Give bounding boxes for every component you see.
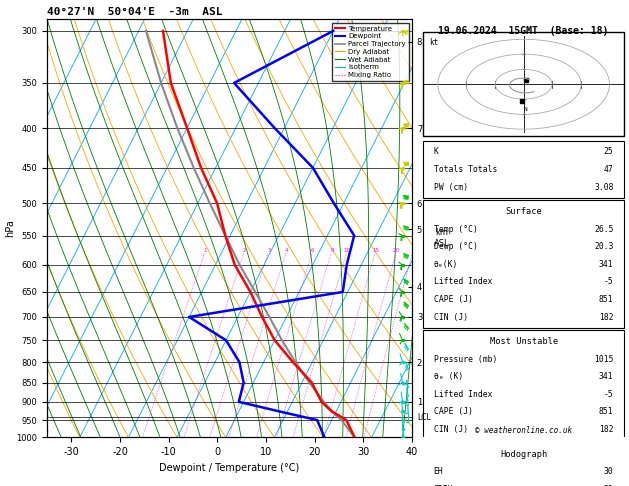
- Text: kt: kt: [430, 38, 439, 47]
- Text: 341: 341: [599, 372, 614, 382]
- Text: 182: 182: [599, 312, 614, 322]
- Text: Pressure (mb): Pressure (mb): [434, 355, 497, 364]
- Text: © weatheronline.co.uk: © weatheronline.co.uk: [475, 426, 572, 435]
- Text: 851: 851: [599, 295, 614, 304]
- Text: Totals Totals: Totals Totals: [434, 165, 497, 174]
- Legend: Temperature, Dewpoint, Parcel Trajectory, Dry Adiabat, Wet Adiabat, Isotherm, Mi: Temperature, Dewpoint, Parcel Trajectory…: [332, 23, 408, 81]
- Text: 1015: 1015: [594, 355, 614, 364]
- Text: Mixing Ratio (g/kg): Mixing Ratio (g/kg): [430, 226, 438, 298]
- Text: 20.3: 20.3: [594, 243, 614, 251]
- Text: 20: 20: [393, 248, 400, 253]
- Text: 26.5: 26.5: [594, 225, 614, 234]
- Text: -5: -5: [604, 390, 614, 399]
- Bar: [423, 140, 624, 198]
- Text: θₑ (K): θₑ (K): [434, 372, 463, 382]
- Text: 4: 4: [285, 248, 289, 253]
- Text: CAPE (J): CAPE (J): [434, 407, 473, 417]
- Text: N: N: [524, 107, 528, 112]
- Text: 182: 182: [599, 425, 614, 434]
- Bar: [423, 200, 624, 329]
- Text: 15: 15: [372, 248, 379, 253]
- Text: Lifted Index: Lifted Index: [434, 390, 493, 399]
- Y-axis label: km
ASL: km ASL: [434, 228, 450, 248]
- Text: -5: -5: [604, 278, 614, 286]
- Text: K: K: [434, 147, 438, 156]
- Text: θₑ(K): θₑ(K): [434, 260, 458, 269]
- Text: 341: 341: [599, 260, 614, 269]
- Text: SREH: SREH: [434, 485, 454, 486]
- Text: 19.06.2024  15GMT  (Base: 18): 19.06.2024 15GMT (Base: 18): [438, 26, 609, 35]
- X-axis label: Dewpoint / Temperature (°C): Dewpoint / Temperature (°C): [160, 463, 299, 473]
- Text: EH: EH: [434, 467, 443, 476]
- Text: Most Unstable: Most Unstable: [489, 337, 558, 346]
- Text: Hodograph: Hodograph: [500, 450, 547, 459]
- Y-axis label: hPa: hPa: [5, 220, 15, 237]
- Text: 30: 30: [604, 467, 614, 476]
- Text: 6: 6: [311, 248, 314, 253]
- Bar: [423, 443, 624, 486]
- Text: 8: 8: [330, 248, 333, 253]
- Bar: [423, 32, 624, 137]
- Text: Dewp (°C): Dewp (°C): [434, 243, 477, 251]
- Bar: [423, 330, 624, 441]
- Text: 47: 47: [604, 165, 614, 174]
- Text: Temp (°C): Temp (°C): [434, 225, 477, 234]
- Text: CIN (J): CIN (J): [434, 312, 468, 322]
- Text: CIN (J): CIN (J): [434, 425, 468, 434]
- Text: 3.08: 3.08: [594, 183, 614, 191]
- Text: 851: 851: [599, 407, 614, 417]
- Text: 3: 3: [267, 248, 270, 253]
- Text: Lifted Index: Lifted Index: [434, 278, 493, 286]
- Text: 10: 10: [343, 248, 350, 253]
- Text: 1: 1: [204, 248, 207, 253]
- Text: CAPE (J): CAPE (J): [434, 295, 473, 304]
- Text: PW (cm): PW (cm): [434, 183, 468, 191]
- Text: 39: 39: [604, 485, 614, 486]
- Text: Surface: Surface: [505, 207, 542, 216]
- Text: 2: 2: [243, 248, 247, 253]
- Text: LCL: LCL: [418, 413, 431, 422]
- Text: 40°27'N  50°04'E  -3m  ASL: 40°27'N 50°04'E -3m ASL: [47, 7, 223, 17]
- Text: 25: 25: [604, 147, 614, 156]
